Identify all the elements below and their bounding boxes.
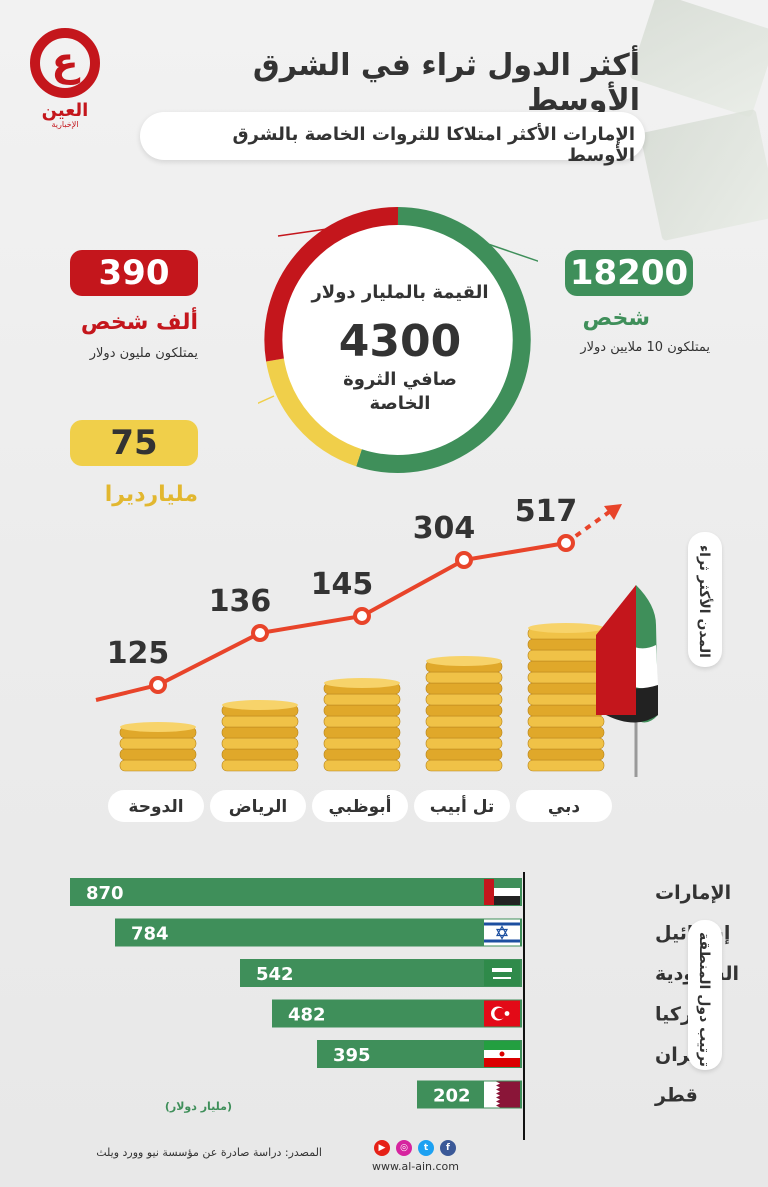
city-value-label: 304 [413,511,476,546]
city-name-label: الدوحة [128,797,183,817]
bar-value-label: 482 [288,1005,326,1026]
bar-value-label: 784 [131,924,169,945]
coin-stack [119,722,197,772]
billionaires-value: 75 [70,420,198,466]
line-point [149,676,167,694]
cities-section-text: المدن الأكثر ثراء [696,545,712,658]
donut-segment-green [356,207,531,473]
wealth-donut [258,206,538,473]
facebook-icon[interactable]: f [440,1140,456,1156]
city-name-label: أبوظبي [328,795,391,817]
countries-section-text: ترتيب دول المنطقة [696,932,712,1067]
city-pill [516,790,612,822]
footer-source: المصدر: دراسة صادرة عن مؤسسة نيو وورد وي… [96,1146,322,1159]
uae-flag-decoration [596,585,658,777]
unit-note: (مليار دولار) [164,1100,232,1113]
coin-stack [425,656,503,772]
country-bar [272,999,522,1028]
city-name-label: الرياض [229,797,287,817]
city-pill [108,790,204,822]
city-value-label: 136 [209,584,272,619]
city-name-label: دبي [548,797,581,817]
iran-flag-icon [484,1041,520,1067]
israel-flag-icon [484,919,520,946]
bar-value-label: 870 [86,883,124,904]
city-pill [312,790,408,822]
line-point [455,551,473,569]
trend-arrow-head [604,504,622,520]
donut-value: 4300 [338,316,462,367]
country-name-label: الإمارات [655,882,731,904]
donut-label: صافي الثروة الخاصة [343,369,457,414]
city-value-label: 517 [515,494,578,529]
twitter-icon[interactable]: t [418,1140,434,1156]
qatar-flag-icon [484,1081,520,1108]
brand-tagline: الإخبارية [51,120,79,129]
instagram-icon[interactable]: ◎ [396,1140,412,1156]
millionaires-label: ألف شخص [80,310,198,335]
donut-center [274,216,522,464]
connector-line [258,395,275,404]
cities-section-label [688,532,722,667]
connector-line [487,243,538,262]
turkey-flag-icon [484,1000,520,1027]
country-wealth-chart: 870الإمارات784إسرائيل542السعودية482تركيا… [70,872,739,1140]
bar-value-label: 395 [333,1045,371,1066]
country-name-label: قطر [654,1085,698,1107]
bar-value-label: 542 [256,964,294,985]
country-bar [115,918,522,947]
coin-stack [527,623,605,772]
country-bar [70,878,522,906]
country-bar [240,959,522,987]
multi-millionaires-label: شخص [582,306,650,331]
city-value-label: 145 [311,567,374,602]
brand-name: العين [41,100,89,121]
countries-section-label [688,920,722,1070]
coin-stack [221,700,299,772]
city-wealth-chart: 125 الدوحة 136 الرياض 145 أبوظبي 304 تل أبيب 517… [95,494,622,822]
donut-segment-red [264,206,399,362]
money-bill-decoration [629,0,768,118]
saudi-flag-icon [484,960,520,986]
line-point [557,534,575,552]
city-trend-line [95,541,567,702]
millionaires-note: يمتلكون مليون دولار [89,346,198,361]
youtube-icon[interactable]: ▶ [374,1140,390,1156]
city-pill [210,790,306,822]
donut-segment-yellow [266,358,362,467]
brand-logo-letter: ع [51,39,79,85]
donut-title: القيمة بالمليار دولار [311,282,489,303]
line-point [353,607,371,625]
website-link[interactable]: www.al-ain.com [372,1160,460,1173]
multi-millionaires-value: 18200 [565,250,693,296]
trend-arrow-line [564,508,614,545]
line-point [251,624,269,642]
brand-logo-ring [30,28,100,98]
bar-value-label: 202 [433,1086,471,1107]
multi-millionaires-note: يمتلكون 10 ملايين دولار [580,340,710,355]
city-value-label: 125 [107,636,170,671]
page-subtitle: الإمارات الأكثر امتلاكا للثروات الخاصة ب… [232,124,635,166]
uae-flag-icon [484,879,520,905]
billionaires-label: مليارديرا [104,482,198,507]
millionaires-value: 390 [70,250,198,296]
page-title: أكثر الدول ثراء في الشرق الأوسط [252,48,640,118]
subtitle-pill [140,112,645,160]
city-name-label: تل أبيب [430,795,495,817]
coin-stack [323,678,401,772]
money-bill-decoration [639,108,768,242]
city-pill [414,790,510,822]
